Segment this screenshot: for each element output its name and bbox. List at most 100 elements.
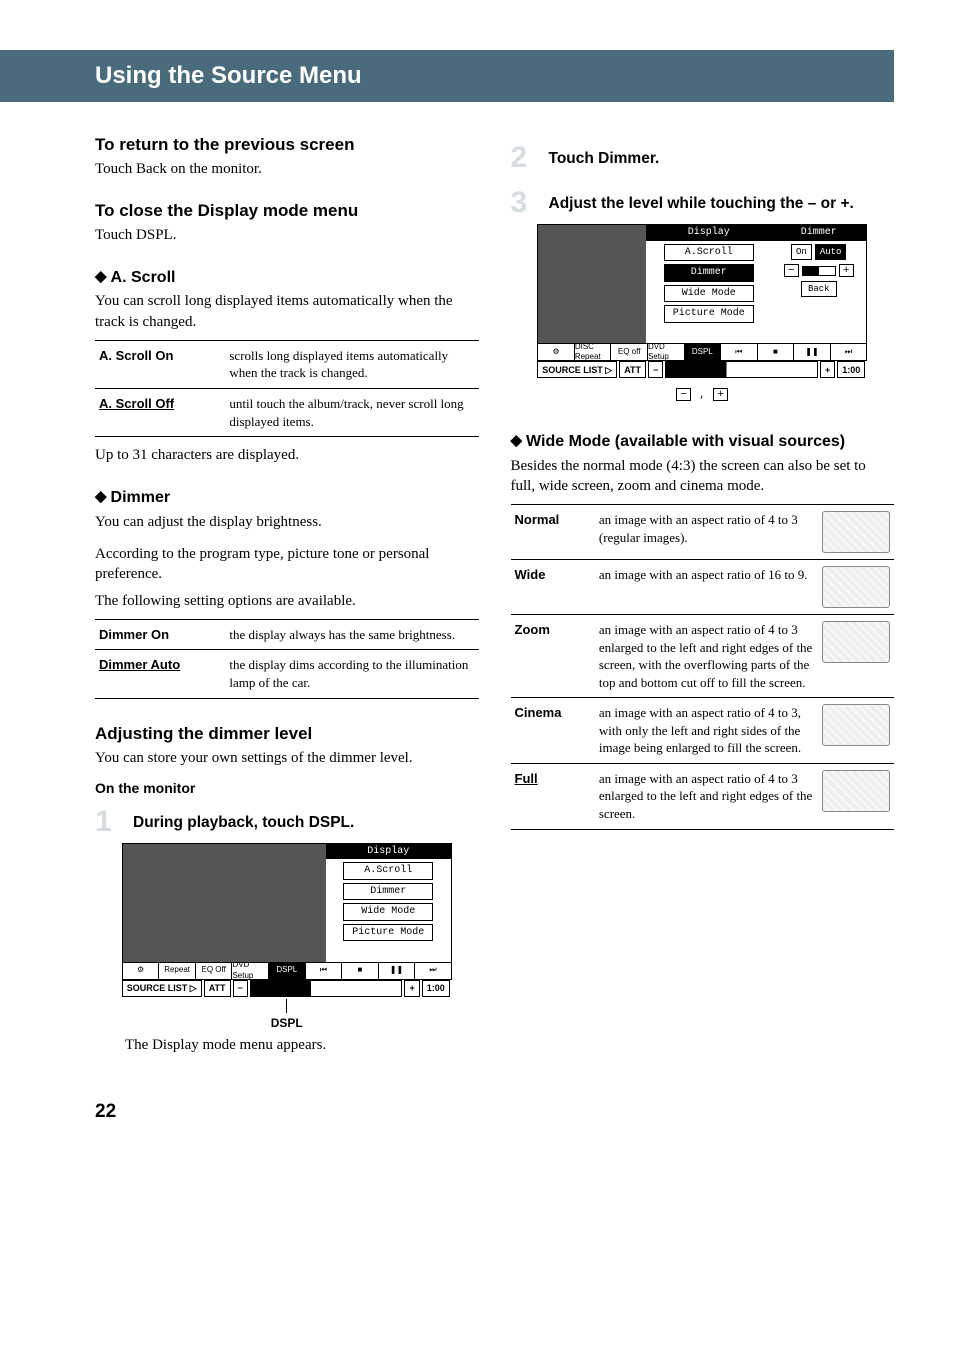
shot1-btn-picturemode: Picture Mode [343,924,433,942]
shot2-tb-stop: ■ [758,344,795,360]
step-2: 2 Touch Dimmer. [511,144,895,171]
shot2-minus: − [648,361,663,378]
dimmer-p1: You can adjust the display brightness. [95,512,479,532]
shot2-slider [802,266,836,276]
shot1-tb-stop: ■ [342,963,379,979]
shot2-tb-dvdsetup: DVD Setup [648,344,685,360]
shot1-tb-gear: ⚙ [123,963,160,979]
step-2-text: Touch Dimmer. [549,144,660,170]
ascroll-off-key: A. Scroll Off [95,388,225,436]
shot2-btn-ascroll: A.Scroll [664,244,754,262]
wm-wide-image [822,566,890,608]
table-row: Dimmer Auto the display dims according t… [95,650,479,698]
shot1-tb-pause: ❚❚ [379,963,416,979]
table-row: A. Scroll On scrolls long displayed item… [95,340,479,388]
shot1-btn-ascroll: A.Scroll [343,862,433,880]
left-column: To return to the previous screen Touch B… [95,134,479,1061]
return-heading: To return to the previous screen [95,134,479,157]
shot2-tb-gear: ⚙ [538,344,575,360]
wm-wide-val: an image with an aspect ratio of 16 to 9… [595,560,818,615]
wm-wide-key: Wide [511,560,595,615]
shot2-btn-widemode: Wide Mode [664,285,754,303]
widemode-text: Besides the normal mode (4:3) the screen… [511,456,895,497]
shot1-tb-prev: ⏮ [306,963,343,979]
shot2-auto: Auto [815,244,847,260]
widemode-table: Normal an image with an aspect ratio of … [511,504,895,829]
close-text: Touch DSPL. [95,225,479,245]
shot2-tb-prev: ⏮ [721,344,758,360]
step-1: 1 During playback, touch DSPL. [95,808,479,835]
shot1-time: 1:00 [422,980,450,997]
wm-zoom-key: Zoom [511,615,595,698]
dimmer-table: Dimmer On the display always has the sam… [95,619,479,699]
table-row: Dimmer On the display always has the sam… [95,619,479,650]
shot1-tb-eq: EQ Off [196,963,233,979]
dimmer-on-val: the display always has the same brightne… [225,619,478,650]
wm-zoom-val: an image with an aspect ratio of 4 to 3 … [595,615,818,698]
page-number: 22 [95,1099,894,1125]
shot1-title: Display [326,844,451,860]
screenshot-1: Display A.Scroll Dimmer Wide Mode Pictur… [122,843,452,1031]
wm-cinema-key: Cinema [511,698,595,764]
dimmer-auto-key: Dimmer Auto [95,650,225,698]
adjust-text: You can store your own settings of the d… [95,748,479,768]
shot1-tb-repeat: Repeat [159,963,196,979]
shot1-btn-widemode: Wide Mode [343,903,433,921]
widemode-heading: Wide Mode (available with visual sources… [511,431,895,453]
wm-full-val: an image with an aspect ratio of 4 to 3 … [595,763,818,829]
step-3: 3 Adjust the level while touching the – … [511,189,895,216]
ascroll-text: You can scroll long displayed items auto… [95,291,479,332]
two-column-layout: To return to the previous screen Touch B… [95,134,894,1061]
shot2-progress [665,361,818,378]
section-banner: Using the Source Menu [0,50,894,102]
shot1-sourcelist: SOURCE LIST ▷ [122,980,202,997]
ascroll-heading: A. Scroll [95,267,479,289]
shot2-minus-box: − [784,264,799,277]
table-row: Wide an image with an aspect ratio of 16… [511,560,895,615]
ascroll-off-val: until touch the album/track, never scrol… [225,388,478,436]
shot2-btn-picturemode: Picture Mode [664,305,754,323]
plus-minus-callout: − , + [537,388,867,403]
shot1-att: ATT [204,980,231,997]
shot2-sourcelist: SOURCE LIST ▷ [537,361,617,378]
shot1-tb-dvdsetup: DVD Setup [232,963,269,979]
ascroll-on-val: scrolls long displayed items automatical… [225,340,478,388]
dimmer-auto-val: the display dims according to the illumi… [225,650,478,698]
shot2-btn-dimmer: Dimmer [664,264,754,282]
shot1-btn-dimmer: Dimmer [343,883,433,901]
shot1-tb-dspl: DSPL [269,963,306,979]
step-1-number: 1 [95,808,123,835]
table-row: Cinema an image with an aspect ratio of … [511,698,895,764]
shot2-tb-next: ⏭ [831,344,867,360]
wm-normal-val: an image with an aspect ratio of 4 to 3 … [595,505,818,560]
shot2-tb-eq: EQ off [611,344,648,360]
shot1-minus: − [233,980,248,997]
wm-normal-key: Normal [511,505,595,560]
adjust-heading: Adjusting the dimmer level [95,723,479,746]
wm-cinema-val: an image with an aspect ratio of 4 to 3,… [595,698,818,764]
wm-normal-image [822,511,890,553]
step-3-text: Adjust the level while touching the – or… [549,189,854,215]
shot2-att: ATT [619,361,646,378]
ascroll-note: Up to 31 characters are displayed. [95,445,479,465]
right-column: 2 Touch Dimmer. 3 Adjust the level while… [511,134,895,1061]
wm-zoom-image [822,621,890,663]
wm-cinema-image [822,704,890,746]
dimmer-on-key: Dimmer On [95,619,225,650]
dimmer-p2: According to the program type, picture t… [95,544,479,585]
shot2-plus: + [820,361,835,378]
step-3-number: 3 [511,189,539,216]
wm-full-key: Full [511,763,595,829]
screenshot-2: Display A.Scroll Dimmer Wide Mode Pictur… [537,224,867,403]
close-heading: To close the Display mode menu [95,200,479,223]
ascroll-table: A. Scroll On scrolls long displayed item… [95,340,479,437]
table-row: Zoom an image with an aspect ratio of 4 … [511,615,895,698]
shot2-tb-repeat: DISC Repeat [575,344,612,360]
wm-full-image [822,770,890,812]
shot1-progress [250,980,403,997]
dspl-callout: DSPL [122,1015,452,1031]
step-2-number: 2 [511,144,539,171]
shot2-rtitle: Dimmer [771,225,866,241]
ascroll-on-key: A. Scroll On [95,340,225,388]
shot2-time: 1:00 [837,361,865,378]
